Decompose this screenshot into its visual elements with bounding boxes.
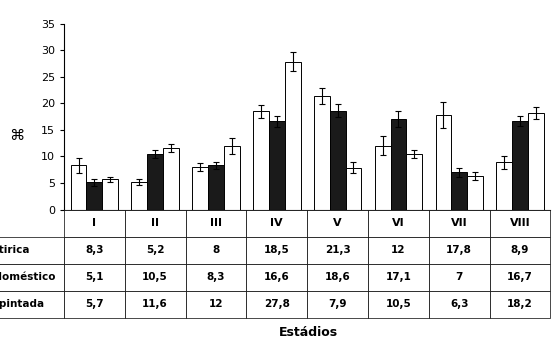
- Bar: [285, 62, 300, 210]
- Bar: [390, 119, 406, 210]
- Bar: [451, 172, 467, 210]
- Bar: [192, 167, 208, 210]
- Bar: [208, 166, 224, 210]
- Text: ⌘: ⌘: [9, 128, 24, 143]
- Bar: [512, 121, 528, 210]
- Bar: [71, 166, 86, 210]
- Bar: [497, 162, 512, 210]
- Text: Estádios: Estádios: [279, 326, 338, 338]
- Bar: [467, 176, 483, 210]
- Bar: [147, 154, 163, 210]
- Bar: [131, 182, 147, 210]
- Bar: [269, 121, 285, 210]
- Bar: [102, 179, 118, 210]
- Bar: [528, 113, 544, 210]
- Bar: [86, 183, 102, 210]
- Bar: [375, 146, 390, 210]
- Bar: [330, 111, 345, 210]
- Bar: [406, 154, 422, 210]
- Bar: [163, 148, 179, 210]
- Bar: [345, 168, 361, 210]
- Bar: [314, 96, 330, 210]
- Bar: [253, 111, 269, 210]
- Bar: [224, 146, 240, 210]
- Bar: [435, 115, 451, 210]
